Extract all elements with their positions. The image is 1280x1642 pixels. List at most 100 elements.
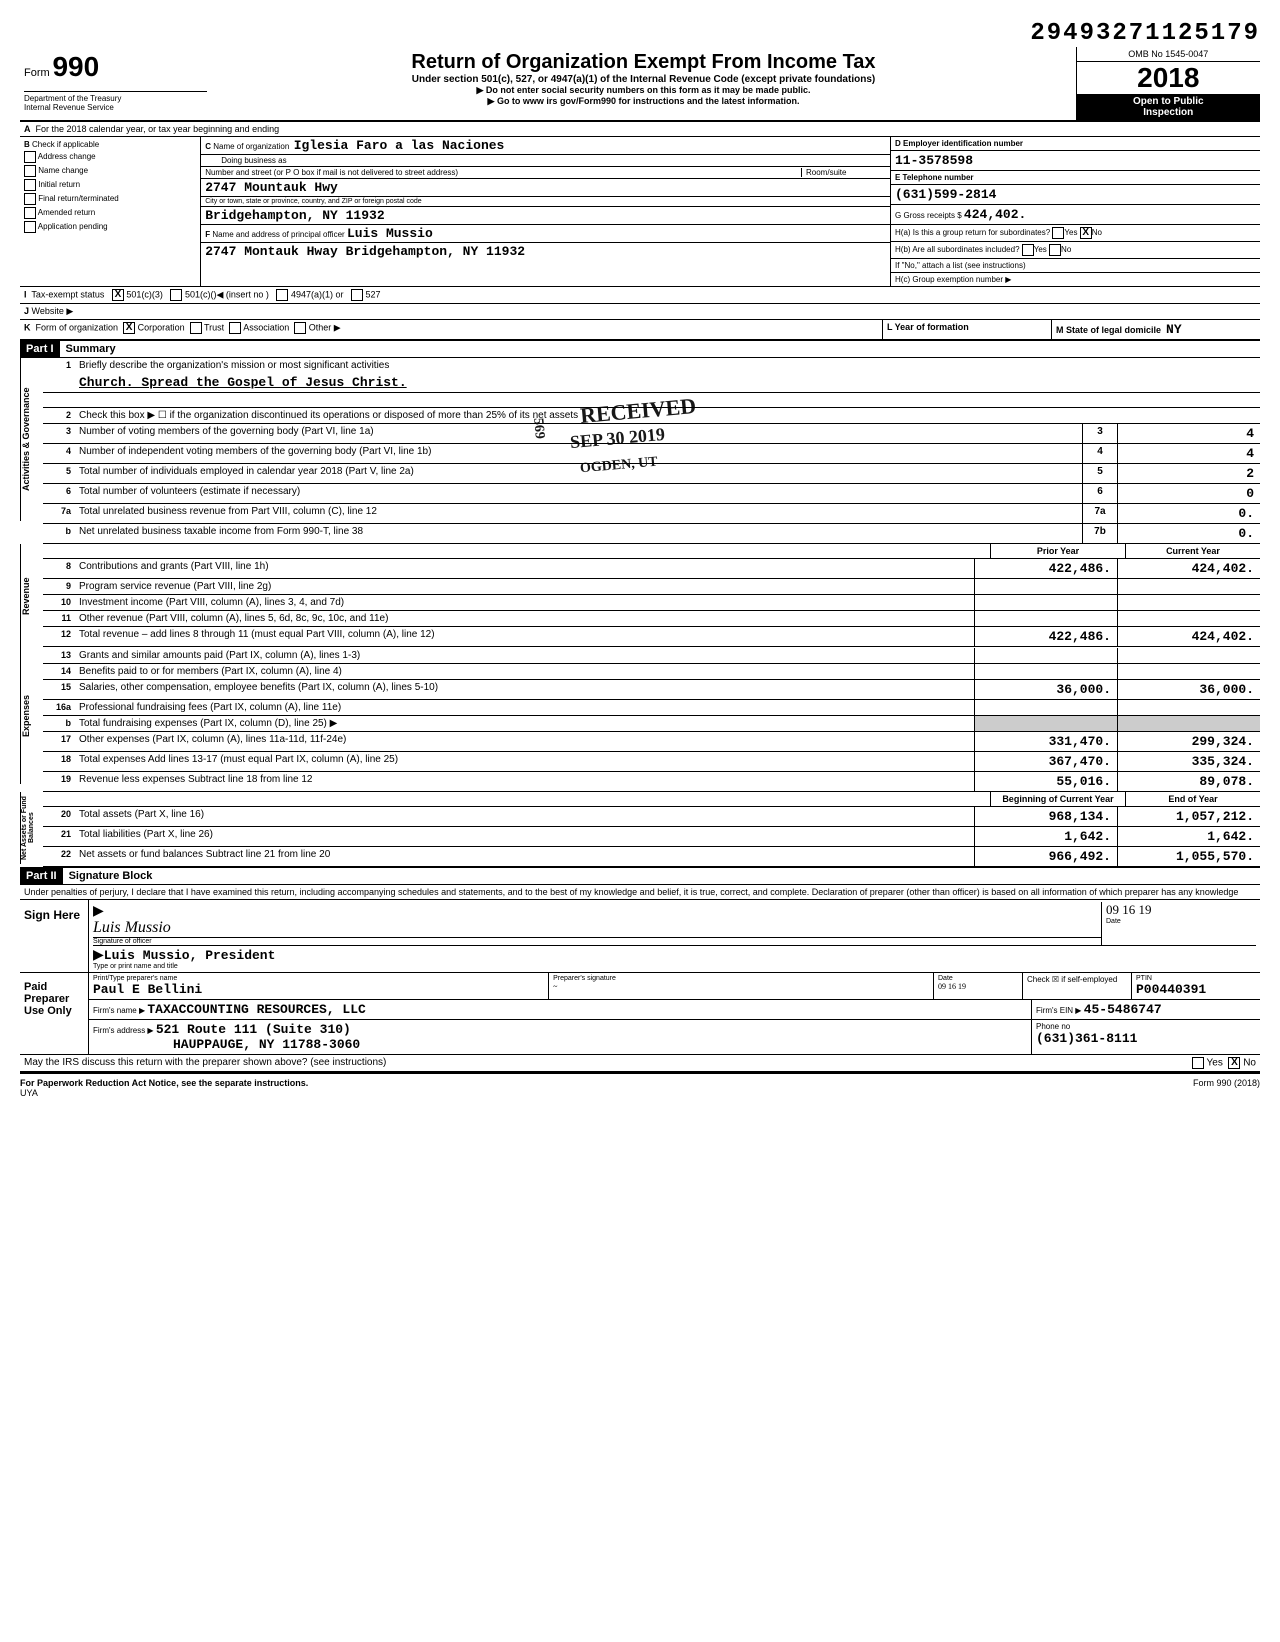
part1-hdr: Part I (20, 341, 60, 357)
prep-date-label: Date (938, 975, 1018, 982)
opt-trust: Trust (204, 322, 224, 332)
chk-ha-yes[interactable] (1052, 227, 1064, 239)
l22c: 1,055,570. (1117, 847, 1260, 866)
chk-other[interactable] (294, 322, 306, 334)
l14: Benefits paid to or for members (Part IX… (75, 664, 974, 679)
firm-name: TAXACCOUNTING RESOURCES, LLC (147, 1002, 365, 1017)
l4: Number of independent voting members of … (75, 444, 1082, 463)
l18: Total expenses Add lines 13-17 (must equ… (75, 752, 974, 771)
l21c: 1,642. (1117, 827, 1260, 846)
lbl-pending: Application pending (38, 222, 108, 231)
chk-amended[interactable] (24, 207, 36, 219)
firm-addr1: 521 Route 111 (Suite 310) (156, 1022, 351, 1037)
dept2: Internal Revenue Service (24, 103, 207, 112)
l6v: 0 (1117, 484, 1260, 503)
form-number: 990 (52, 51, 99, 82)
form-title: Return of Organization Exempt From Incom… (215, 51, 1071, 74)
firm-phone-label: Phone no (1036, 1022, 1256, 1031)
form-prefix: Form (24, 67, 50, 79)
firm-name-label: Firm's name ▶ (93, 1006, 145, 1015)
chk-501c3[interactable] (112, 289, 124, 301)
chk-pending[interactable] (24, 221, 36, 233)
self-emp: Check ☒ if self-employed (1023, 973, 1132, 999)
chk-527[interactable] (351, 289, 363, 301)
officer-address: 2747 Montauk Hway Bridgehampton, NY 1193… (205, 244, 525, 259)
l18c: 335,324. (1117, 752, 1260, 771)
chk-4947[interactable] (276, 289, 288, 301)
chk-501c[interactable] (170, 289, 182, 301)
l15p: 36,000. (974, 680, 1117, 699)
website-label: Website ▶ (32, 306, 74, 316)
l17c: 299,324. (1117, 732, 1260, 751)
l15c: 36,000. (1117, 680, 1260, 699)
l9: Program service revenue (Part VIII, line… (75, 579, 974, 594)
l6: Total number of volunteers (estimate if … (75, 484, 1082, 503)
chk-trust[interactable] (190, 322, 202, 334)
prep-name-label: Print/Type preparer's name (93, 975, 544, 982)
part2-hdr: Part II (20, 868, 63, 884)
chk-initial[interactable] (24, 179, 36, 191)
l12: Total revenue – add lines 8 through 11 (… (75, 627, 974, 646)
l17: Other expenses (Part IX, column (A), lin… (75, 732, 974, 751)
gross-receipts: 424,402. (964, 207, 1026, 222)
l20: Total assets (Part X, line 16) (75, 807, 974, 826)
officer-label: Name and address of principal officer (212, 230, 344, 239)
firm-ein: 45-5486747 (1084, 1002, 1162, 1017)
city-label: City or town, state or province, country… (201, 197, 890, 207)
chk-discuss-no[interactable] (1228, 1057, 1240, 1069)
chk-hb-yes[interactable] (1022, 244, 1034, 256)
officer-name: Luis Mussio (347, 226, 433, 241)
prep-sig-label: Preparer's signature (553, 975, 929, 982)
l2: Check this box ▶ ☐ if the organization d… (75, 408, 1260, 423)
l8c: 424,402. (1117, 559, 1260, 578)
vtab-netassets: Net Assets or Fund Balances (20, 792, 43, 864)
l20c: 1,057,212. (1117, 807, 1260, 826)
paid-preparer: Paid Preparer Use Only (20, 973, 89, 1054)
l8: Contributions and grants (Part VIII, lin… (75, 559, 974, 578)
firm-addr2: HAUPPAUGE, NY 11788-3060 (93, 1037, 360, 1052)
k-letter: K (24, 322, 31, 332)
opt-assoc: Association (243, 322, 289, 332)
chk-ha-no[interactable] (1080, 227, 1092, 239)
l12c: 424,402. (1117, 627, 1260, 646)
end-hdr: End of Year (1125, 792, 1260, 806)
inspection: Inspection (1079, 107, 1258, 118)
street-address: 2747 Mountauk Hwy (205, 180, 338, 195)
prior-hdr: Prior Year (990, 544, 1125, 558)
insert-no: )◀ (insert no ) (213, 289, 268, 299)
form-line2: ▶ Go to www irs gov/Form990 for instruct… (215, 96, 1071, 107)
l16a: Professional fundraising fees (Part IX, … (75, 700, 974, 715)
declaration: Under penalties of perjury, I declare th… (20, 885, 1260, 900)
l3v: 4 (1117, 424, 1260, 443)
lbl-address-change: Address change (38, 152, 96, 161)
l5v: 2 (1117, 464, 1260, 483)
l20p: 968,134. (974, 807, 1117, 826)
l18p: 367,470. (974, 752, 1117, 771)
dba-label: Doing business as (221, 156, 286, 165)
chk-final[interactable] (24, 193, 36, 205)
chk-name-change[interactable] (24, 165, 36, 177)
beg-hdr: Beginning of Current Year (990, 792, 1125, 806)
opt-4947: 4947(a)(1) or (291, 289, 344, 299)
footer-right: Form 990 (2018) (1193, 1078, 1260, 1098)
l16b: Total fundraising expenses (Part IX, col… (75, 716, 974, 731)
date-label: Date (1106, 918, 1256, 925)
sign-here: Sign Here (20, 900, 89, 972)
hb-yes: Yes (1034, 245, 1047, 254)
chk-corp[interactable] (123, 322, 135, 334)
addr-label: Number and street (or P O box if mail is… (205, 168, 458, 177)
l7b: Net unrelated business taxable income fr… (75, 524, 1082, 543)
l7a: Total unrelated business revenue from Pa… (75, 504, 1082, 523)
chk-discuss-yes[interactable] (1192, 1057, 1204, 1069)
opt-other: Other ▶ (309, 322, 341, 332)
current-hdr: Current Year (1125, 544, 1260, 558)
chk-address-change[interactable] (24, 151, 36, 163)
vtab-expenses: Expenses (20, 648, 43, 784)
chk-hb-no[interactable] (1049, 244, 1061, 256)
i-letter: I (24, 289, 27, 299)
l11: Other revenue (Part VIII, column (A), li… (75, 611, 974, 626)
print-name-label: Type or print name and title (93, 963, 1256, 970)
l22p: 966,492. (974, 847, 1117, 866)
chk-assoc[interactable] (229, 322, 241, 334)
l15: Salaries, other compensation, employee b… (75, 680, 974, 699)
